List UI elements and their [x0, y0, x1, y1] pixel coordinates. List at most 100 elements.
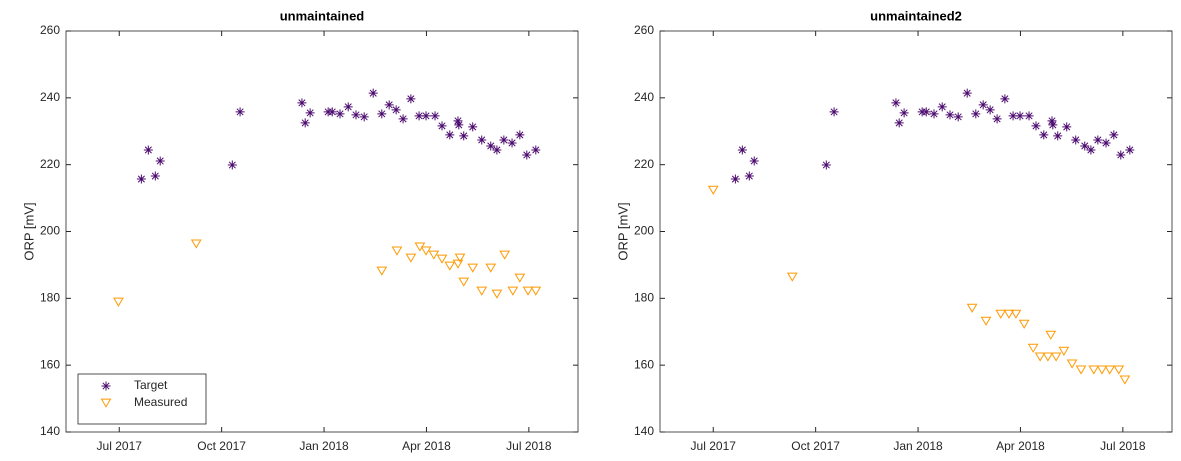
point	[368, 88, 378, 98]
point	[143, 145, 153, 155]
point	[744, 171, 754, 181]
point	[1050, 352, 1062, 362]
point	[1066, 359, 1078, 369]
point	[966, 303, 978, 313]
point	[945, 110, 955, 120]
y-tick-label: 260	[40, 23, 60, 37]
point	[1039, 130, 1049, 140]
point	[730, 174, 740, 184]
point	[406, 94, 416, 104]
x-tick-label: Oct 2017	[197, 439, 246, 453]
point	[522, 150, 532, 160]
point	[530, 286, 542, 296]
y-tick-label: 140	[40, 424, 60, 438]
point	[414, 111, 424, 121]
point	[1113, 365, 1125, 375]
x-tick-label: Oct 2017	[791, 439, 840, 453]
x-tick-label: Apr 2018	[996, 439, 1045, 453]
y-axis-label: ORP [mV]	[615, 202, 630, 260]
point	[1018, 319, 1030, 329]
point	[1071, 135, 1081, 145]
point	[454, 120, 464, 130]
point	[430, 111, 440, 121]
point	[1088, 365, 1100, 375]
point	[1048, 120, 1058, 130]
point	[452, 259, 464, 269]
point	[384, 100, 394, 110]
x-tick-label: Apr 2018	[402, 439, 451, 453]
point	[437, 121, 447, 131]
y-tick-label: 180	[40, 291, 60, 305]
point	[477, 135, 487, 145]
y-axis-label: ORP [mV]	[21, 202, 36, 260]
point	[305, 108, 315, 118]
point	[507, 286, 519, 296]
point	[499, 135, 509, 145]
y-tick-label: 180	[634, 291, 654, 305]
point	[1047, 116, 1057, 126]
point	[351, 110, 361, 120]
point	[1034, 352, 1046, 362]
point	[343, 102, 353, 112]
point	[1075, 365, 1087, 375]
point	[467, 263, 479, 273]
point	[737, 145, 747, 155]
point	[1119, 375, 1131, 385]
point	[155, 156, 165, 166]
point	[891, 98, 901, 108]
point	[1045, 330, 1057, 340]
point	[522, 286, 534, 296]
point	[985, 105, 995, 115]
point	[1000, 94, 1010, 104]
x-tick-label: Jul 2017	[691, 439, 737, 453]
point	[1024, 111, 1034, 121]
point	[398, 114, 408, 124]
point	[1058, 346, 1070, 356]
point	[929, 109, 939, 119]
y-tick-label: 240	[634, 90, 654, 104]
point	[499, 250, 511, 260]
x-tick-label: Jan 2018	[893, 439, 943, 453]
point	[376, 266, 388, 276]
point	[359, 112, 369, 122]
y-tick-label: 220	[634, 157, 654, 171]
point	[444, 261, 456, 271]
point	[458, 277, 470, 287]
point	[707, 185, 719, 195]
x-tick-label: Jan 2018	[299, 439, 349, 453]
subplot: 140 160 180 200 220 240 260 Jul 2017 Oct 2017 Jan…	[615, 8, 1173, 453]
point	[937, 102, 947, 112]
point	[1125, 145, 1135, 155]
point	[921, 107, 931, 117]
legend-label: Target	[134, 378, 168, 392]
legend-marker	[100, 398, 112, 408]
point	[1031, 121, 1041, 131]
point	[491, 289, 503, 299]
chart-title: unmaintained	[280, 8, 365, 23]
x-tick-label: Jul 2018	[1100, 439, 1146, 453]
point	[453, 116, 463, 126]
point	[1096, 365, 1108, 375]
subplot: 140 160 180 200 220 240 260 Jul 2017 Oct 2017 Jan…	[21, 8, 579, 453]
legend-box	[77, 373, 207, 425]
point	[150, 171, 160, 181]
point	[1010, 309, 1022, 319]
point	[454, 253, 466, 263]
y-tick-label: 140	[634, 424, 654, 438]
point	[1027, 343, 1039, 353]
y-tick-label: 260	[634, 23, 654, 37]
y-tick-label: 160	[40, 357, 60, 371]
point	[476, 286, 488, 296]
point	[953, 112, 963, 122]
point	[1080, 141, 1090, 151]
point	[899, 108, 909, 118]
x-tick-label: Jul 2017	[97, 439, 143, 453]
point	[436, 254, 448, 264]
point	[894, 118, 904, 128]
point	[486, 141, 496, 151]
point	[113, 297, 124, 307]
y-tick-label: 220	[40, 157, 60, 171]
point	[420, 246, 432, 256]
legend-marker	[101, 381, 111, 391]
